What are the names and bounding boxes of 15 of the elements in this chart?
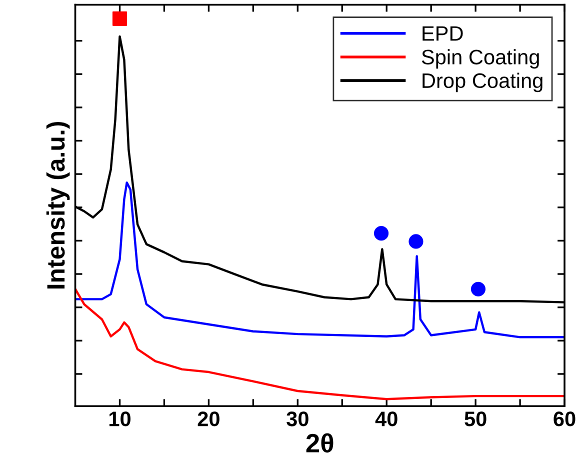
point	[112, 11, 128, 26]
legend-label: Spin Coating	[422, 49, 539, 69]
legend-label: EPD	[422, 26, 463, 41]
x-tick-label: 10	[109, 412, 130, 426]
x-tick-label: 30	[286, 412, 308, 426]
legend-label: Drop Coating	[422, 72, 542, 92]
x-tick-label: 50	[464, 412, 486, 426]
y-axis-title: Intensity (a.u.)	[46, 122, 70, 288]
x-axis-title: 2θ	[306, 433, 334, 453]
point	[470, 282, 486, 296]
x-tick-label: 40	[375, 412, 398, 426]
x-tick-label: 60	[554, 412, 576, 426]
point	[374, 226, 389, 241]
point	[408, 234, 424, 249]
x-tick-label: 20	[198, 412, 220, 426]
